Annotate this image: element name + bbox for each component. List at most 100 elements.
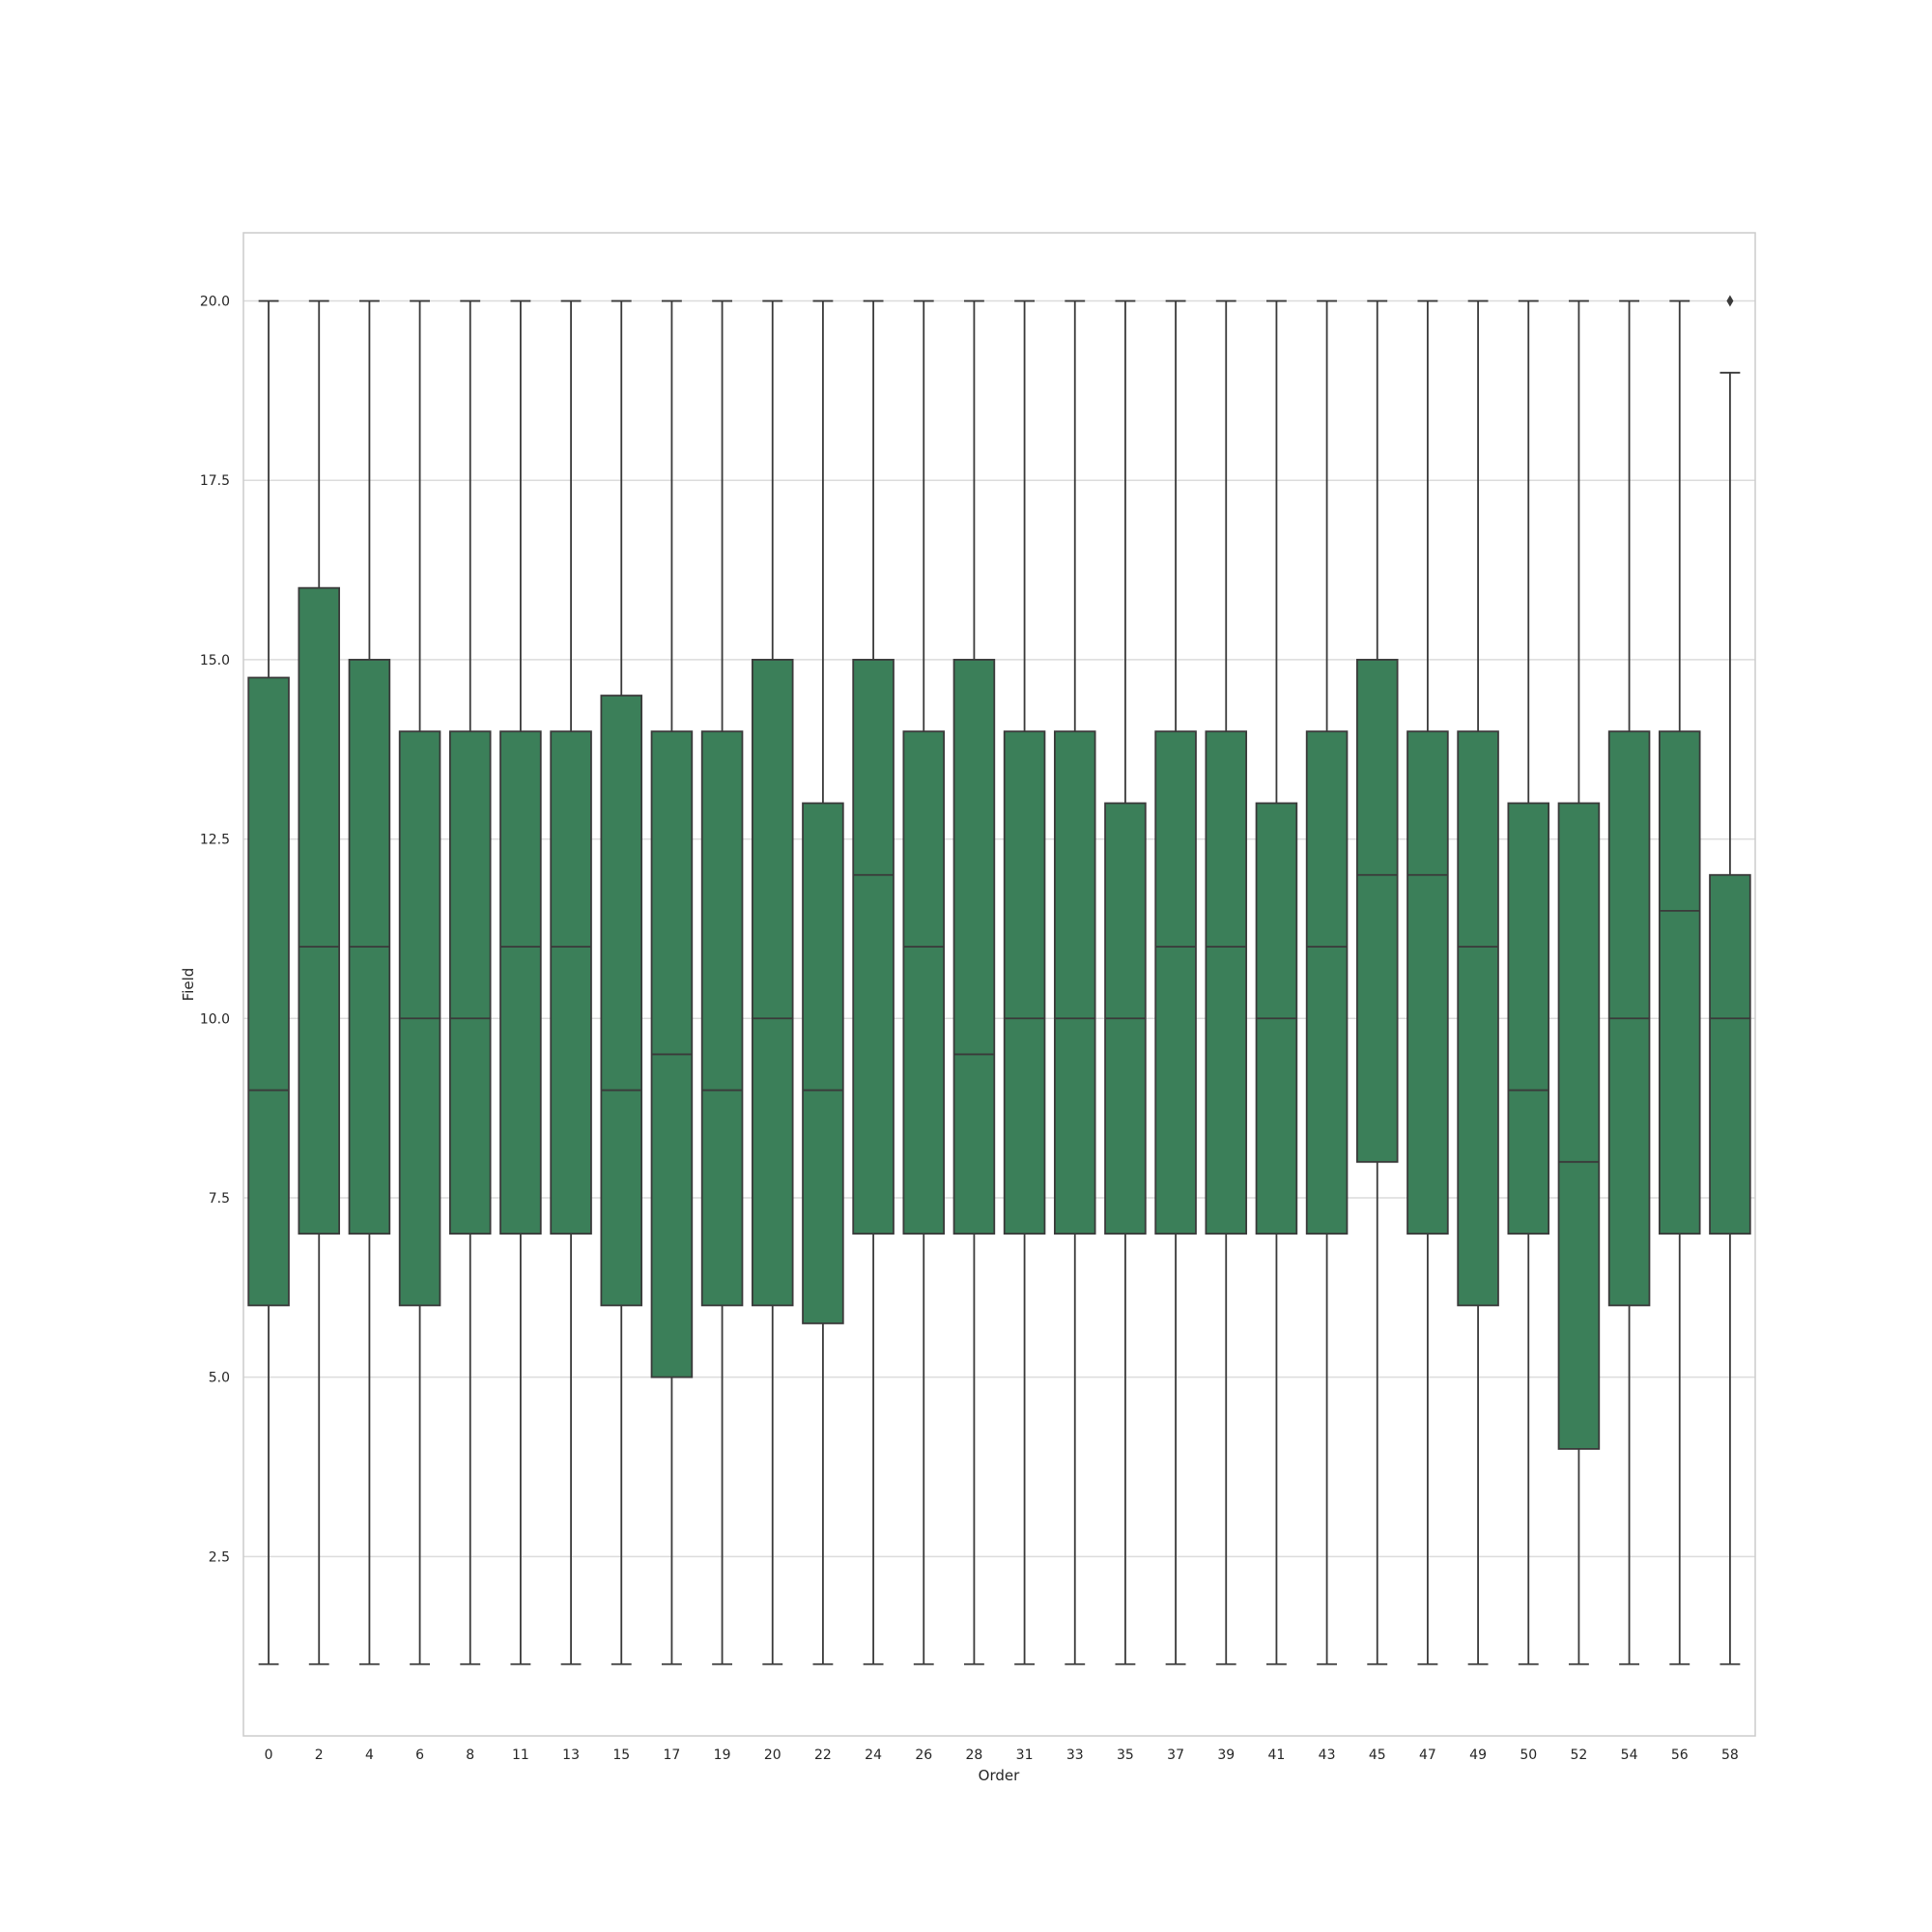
x-tick-label: 56	[1671, 1747, 1689, 1763]
box-4	[348, 299, 391, 1665]
iqr-box	[499, 730, 542, 1235]
x-tick-label: 13	[562, 1747, 580, 1763]
x-tick-label: 35	[1117, 1747, 1134, 1763]
x-tick-label: 41	[1268, 1747, 1286, 1763]
iqr-box	[1658, 730, 1701, 1235]
y-tick-label: 10.0	[200, 1011, 230, 1027]
x-tick-label: 39	[1217, 1747, 1235, 1763]
x-tick-label: 15	[612, 1747, 630, 1763]
box-49	[1457, 299, 1499, 1665]
iqr-box	[1709, 873, 1751, 1235]
box-20	[751, 299, 794, 1665]
plot-area-frame	[242, 232, 1756, 1737]
iqr-box	[852, 659, 895, 1235]
x-tick-label: 58	[1721, 1747, 1739, 1763]
box-35	[1104, 299, 1147, 1665]
x-tick-label: 37	[1167, 1747, 1184, 1763]
x-tick-label: 4	[365, 1747, 374, 1763]
x-tick-label: 50	[1520, 1747, 1537, 1763]
x-tick-label: 11	[512, 1747, 529, 1763]
y-axis-ticks: 2.5 5.0 7.5 10.0 12.5 15.0 17.5 20.0	[200, 295, 230, 1566]
iqr-box	[247, 676, 290, 1307]
x-tick-label: 52	[1571, 1747, 1588, 1763]
x-tick-label: 26	[915, 1747, 932, 1763]
x-tick-label: 45	[1369, 1747, 1386, 1763]
x-tick-label: 49	[1469, 1747, 1487, 1763]
box-17	[650, 299, 694, 1665]
box-50	[1507, 299, 1550, 1665]
iqr-box	[700, 730, 744, 1307]
iqr-box	[952, 659, 996, 1235]
y-tick-label: 5.0	[209, 1371, 230, 1386]
box-54	[1607, 299, 1651, 1665]
x-tick-label: 43	[1319, 1747, 1336, 1763]
y-tick-label: 20.0	[200, 295, 230, 310]
x-tick-label: 20	[764, 1747, 781, 1763]
box-28	[952, 299, 996, 1665]
x-tick-label: 47	[1419, 1747, 1436, 1763]
iqr-box	[1154, 730, 1197, 1235]
iqr-box	[1406, 730, 1449, 1235]
y-tick-label: 12.5	[200, 833, 230, 848]
y-tick-label: 15.0	[200, 653, 230, 668]
iqr-box	[1507, 802, 1550, 1235]
y-tick-label: 17.5	[200, 473, 230, 489]
x-tick-label: 19	[714, 1747, 731, 1763]
box-11	[499, 299, 542, 1665]
box-15	[600, 299, 643, 1665]
x-tick-label: 31	[1016, 1747, 1034, 1763]
box-0	[247, 299, 290, 1665]
x-tick-label: 6	[415, 1747, 424, 1763]
iqr-box	[448, 730, 492, 1235]
y-axis-label: Field	[180, 968, 197, 1002]
iqr-box	[550, 730, 592, 1235]
iqr-box	[802, 802, 844, 1324]
x-tick-label: 24	[865, 1747, 882, 1763]
iqr-box	[751, 659, 794, 1307]
box-58	[1709, 295, 1751, 1665]
box-52	[1557, 299, 1601, 1665]
box-8	[448, 299, 492, 1665]
iqr-box	[1205, 730, 1248, 1235]
box-2	[298, 299, 341, 1665]
box-41	[1255, 299, 1298, 1665]
x-tick-label: 33	[1066, 1747, 1084, 1763]
iqr-box	[1457, 730, 1499, 1307]
box-56	[1658, 299, 1701, 1665]
box-series	[247, 295, 1751, 1665]
iqr-box	[600, 695, 643, 1307]
box-45	[1355, 299, 1399, 1665]
x-tick-label: 2	[315, 1747, 324, 1763]
iqr-box	[1305, 730, 1349, 1235]
box-6	[398, 299, 441, 1665]
x-axis-label: Order	[979, 1767, 1020, 1784]
iqr-box	[1557, 802, 1601, 1450]
iqr-box	[298, 586, 341, 1235]
y-tick-label: 2.5	[209, 1549, 230, 1565]
iqr-box	[1003, 730, 1046, 1235]
box-39	[1205, 299, 1248, 1665]
iqr-box	[902, 730, 946, 1235]
outlier-point	[1726, 295, 1734, 307]
x-tick-label: 28	[966, 1747, 983, 1763]
box-26	[902, 299, 946, 1665]
iqr-box	[1053, 730, 1096, 1235]
box-22	[802, 299, 844, 1665]
box-37	[1154, 299, 1197, 1665]
box-13	[550, 299, 592, 1665]
box-31	[1003, 299, 1046, 1665]
box-19	[700, 299, 744, 1665]
y-gridlines	[243, 299, 1755, 1558]
y-tick-label: 7.5	[209, 1191, 230, 1207]
x-tick-label: 22	[814, 1747, 832, 1763]
box-24	[852, 299, 895, 1665]
x-tick-label: 0	[265, 1747, 273, 1763]
iqr-box	[1355, 659, 1399, 1163]
box-47	[1406, 299, 1449, 1665]
x-tick-label: 54	[1621, 1747, 1638, 1763]
x-tick-label: 8	[466, 1747, 474, 1763]
box-33	[1053, 299, 1096, 1665]
box-43	[1305, 299, 1349, 1665]
x-tick-label: 17	[664, 1747, 681, 1763]
